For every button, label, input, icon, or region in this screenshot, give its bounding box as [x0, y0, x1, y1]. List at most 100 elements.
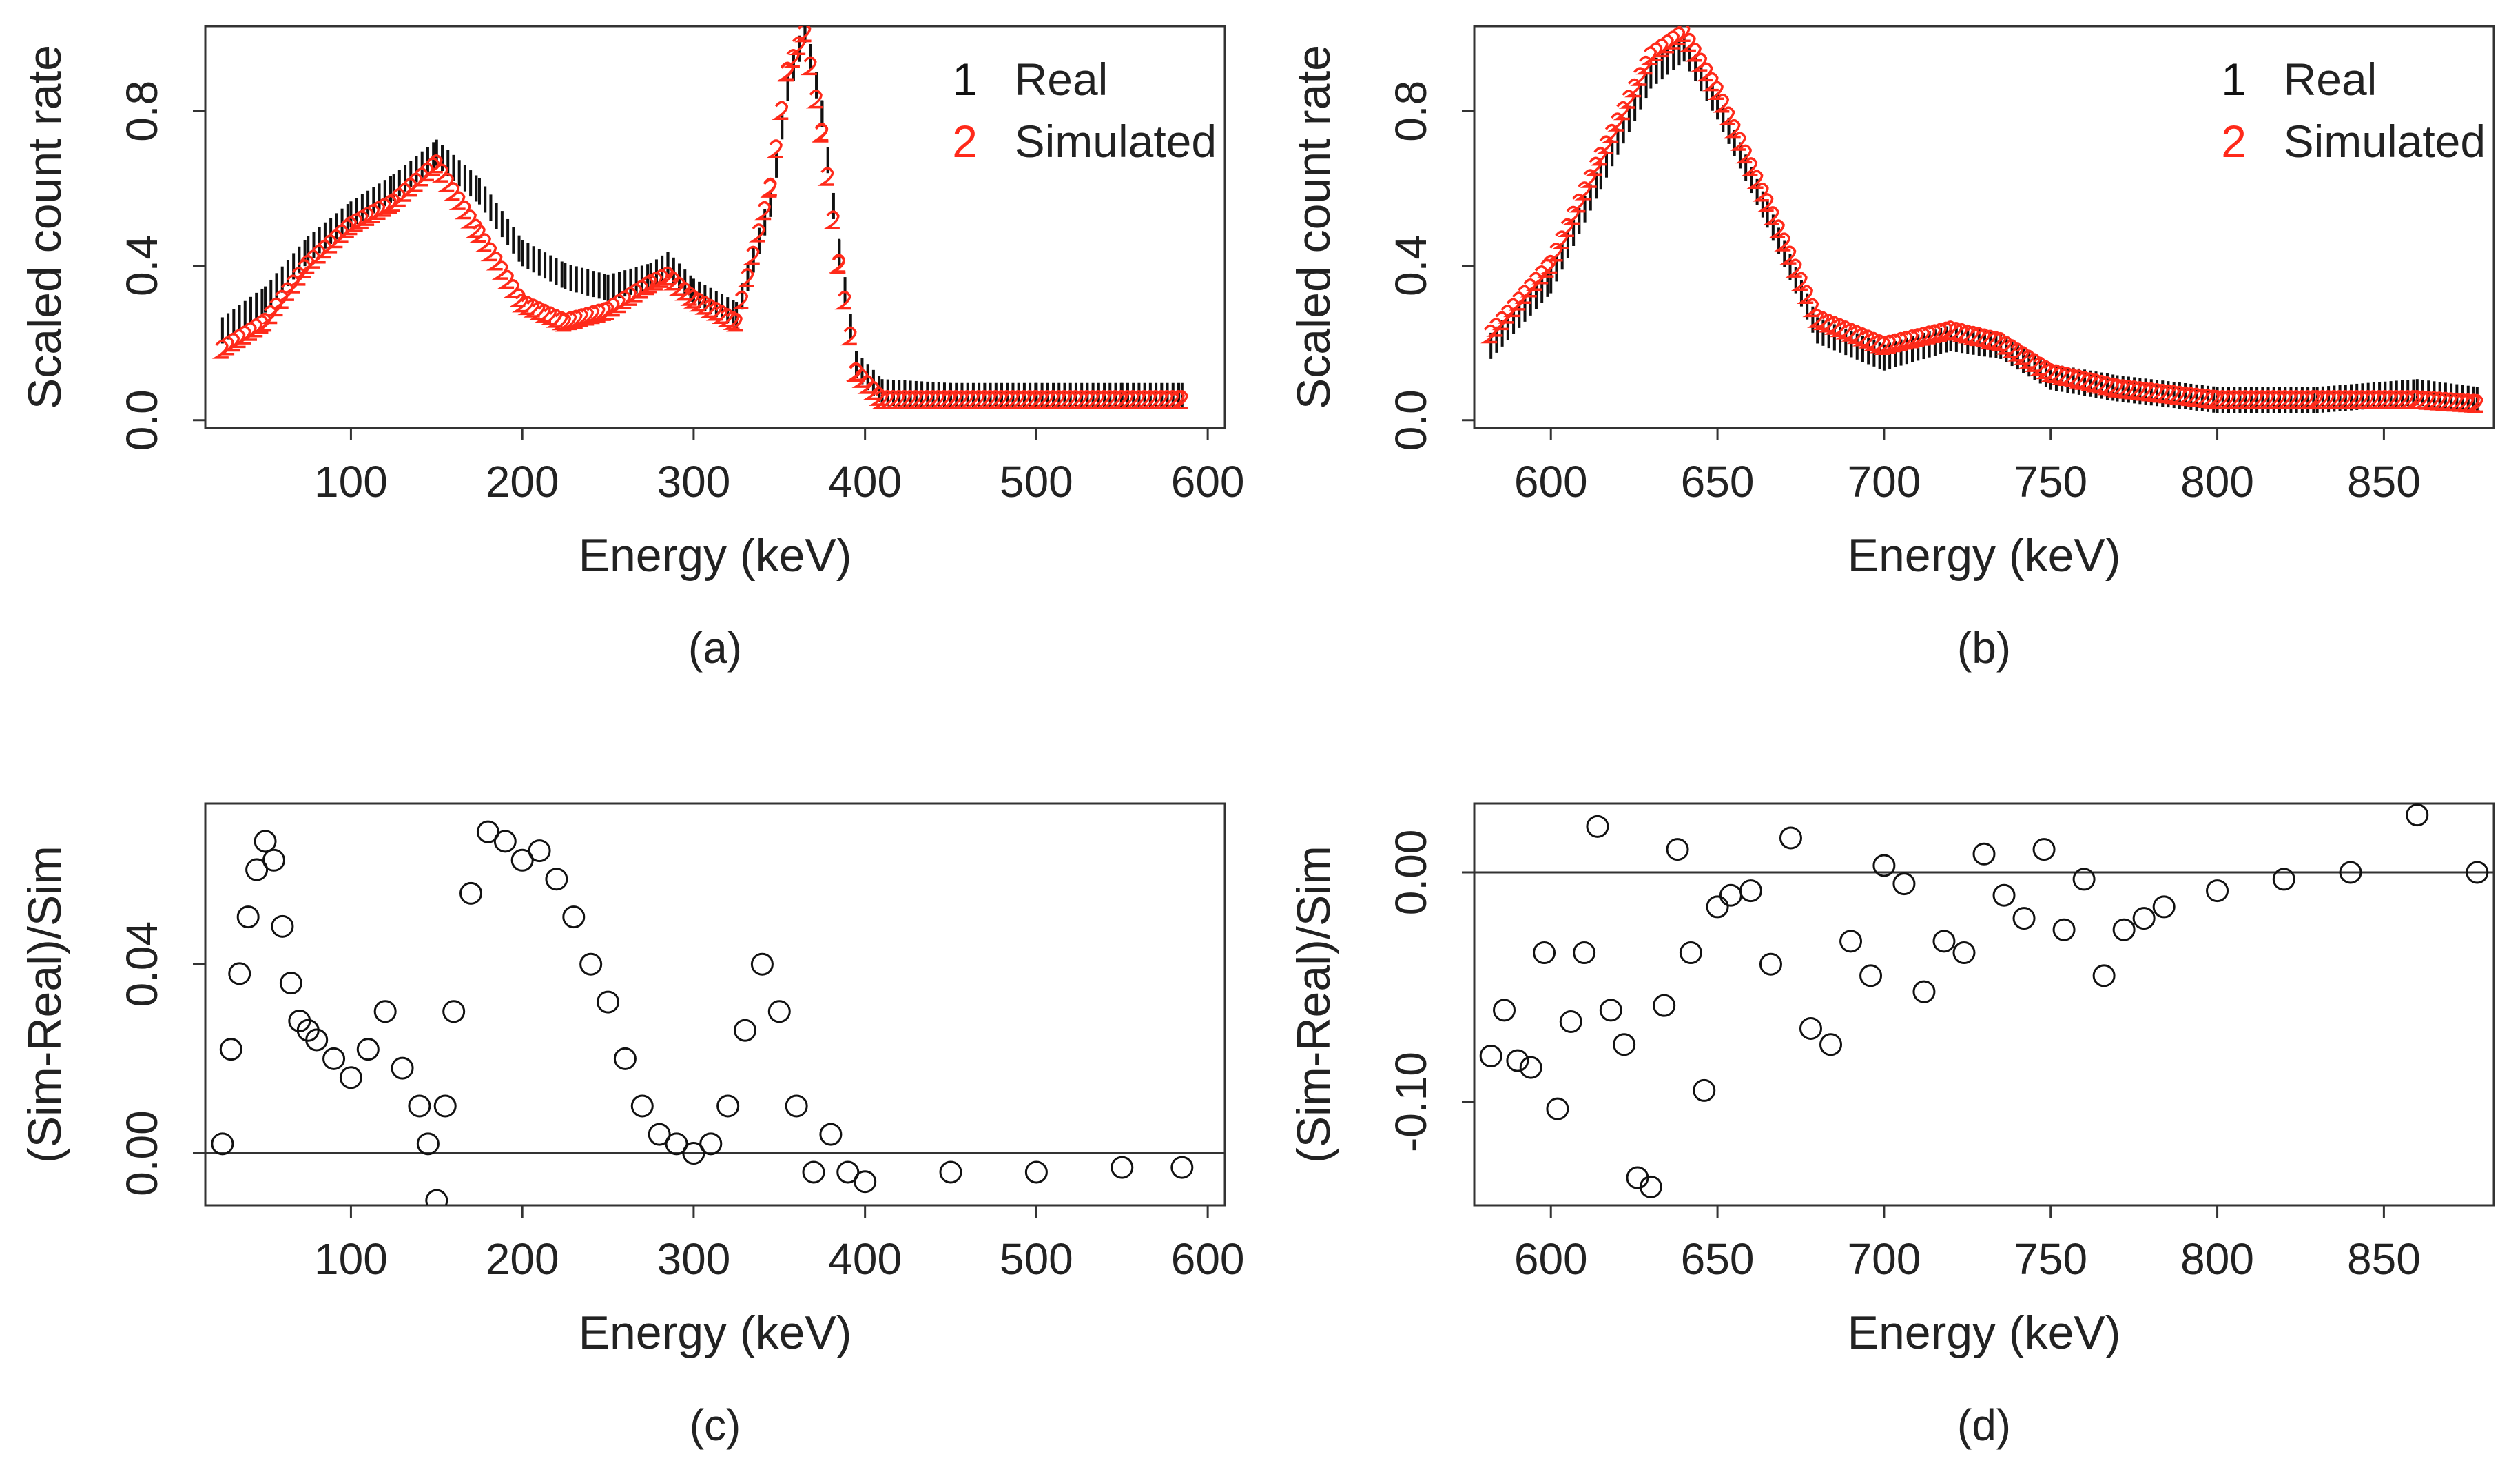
data-point [2466, 393, 2483, 413]
data-point [437, 172, 455, 192]
data-point [383, 193, 400, 212]
data-point [2132, 907, 2156, 930]
data-point [1739, 879, 1762, 903]
data-point [2369, 390, 2386, 409]
data-point [1702, 72, 1719, 92]
data-point [1586, 815, 1609, 838]
data-point [356, 1038, 380, 1061]
y-tick-label: 0.4 [1386, 235, 1436, 296]
y-tick-label: 0.0 [1386, 389, 1436, 451]
y-axis-title: (Sim-Real)/Sim [1288, 846, 1340, 1163]
data-point [734, 1019, 757, 1042]
data-point [1957, 324, 1974, 344]
data-point [1892, 872, 1916, 896]
data-point [2218, 390, 2235, 409]
data-point [211, 1132, 234, 1156]
data-point [394, 183, 412, 202]
data-point [991, 390, 1009, 409]
data-point [1533, 941, 1556, 965]
data-point [1105, 390, 1122, 409]
data-point [1774, 232, 1791, 252]
data-point [1639, 1175, 1662, 1198]
data-point [2068, 369, 2085, 389]
data-point [1653, 994, 1676, 1017]
data-point [1797, 285, 1814, 305]
data-point [2057, 367, 2074, 386]
data-point [743, 245, 760, 265]
data-point [2072, 868, 2096, 891]
data-point [800, 56, 817, 76]
y-tick-label: 0.0 [117, 389, 167, 451]
data-point [665, 1132, 688, 1156]
data-point [1819, 1033, 1843, 1056]
data-point [2212, 390, 2229, 409]
data-point [1829, 318, 1847, 338]
x-tick-label: 300 [657, 1234, 731, 1284]
data-point [630, 1094, 654, 1118]
data-point [545, 868, 568, 891]
legend-label: Simulated [1015, 116, 1217, 167]
data-point [917, 390, 934, 409]
data-point [417, 162, 434, 182]
y-tick-label: 0.8 [117, 81, 167, 142]
x-tick-label: 300 [657, 457, 731, 506]
data-point [1008, 390, 1025, 409]
data-point [2091, 374, 2108, 394]
data-point [765, 139, 783, 158]
y-tick-label: 0.00 [1386, 830, 1436, 916]
x-tick-label: 750 [2014, 1234, 2087, 1284]
data-point [1718, 106, 1735, 125]
data-point [2286, 390, 2303, 409]
data-point [1930, 323, 1948, 342]
data-point [1985, 331, 2003, 350]
data-point [305, 1028, 329, 1052]
data-point [1802, 298, 1819, 318]
data-point [1790, 272, 1808, 291]
data-point [737, 268, 754, 287]
data-point [2335, 390, 2352, 409]
data-point [571, 308, 589, 327]
data-point [480, 242, 497, 262]
data-point [974, 390, 991, 409]
data-point [699, 1132, 723, 1156]
data-point [1759, 952, 1782, 976]
panel-caption: (a) [688, 623, 742, 673]
data-point [2032, 838, 2056, 861]
data-point [534, 303, 552, 323]
data-point [1768, 219, 1786, 238]
plot-frame [1473, 25, 2495, 429]
data-point [1479, 1044, 1502, 1067]
data-point [1673, 26, 1691, 42]
data-point [1932, 930, 1956, 953]
data-point [303, 249, 320, 269]
series-simulated [1480, 26, 2483, 413]
legend-label: Real [2284, 54, 2377, 105]
data-point [431, 163, 449, 183]
data-point [1666, 838, 1689, 861]
data-point [760, 177, 777, 197]
data-point [1573, 941, 1596, 965]
data-point [2092, 964, 2116, 987]
plot-area [211, 26, 1188, 409]
data-point [1835, 320, 1852, 340]
x-tick-label: 500 [1000, 1234, 1073, 1284]
y-tick-label: 0.04 [117, 921, 167, 1007]
data-point [1873, 336, 1890, 356]
data-point [2152, 895, 2176, 919]
data-point [562, 905, 586, 929]
data-point [1065, 390, 1082, 409]
data-point [2247, 390, 2264, 409]
x-tick-label: 800 [2180, 1234, 2254, 1284]
panel-a: 100 200 300 400 500 600 0.0 0.4 0.8 Energy (keV) S… [19, 25, 1245, 673]
data-point [271, 914, 294, 938]
data-point [1908, 328, 1925, 347]
panel-b: 600 650 700 750 800 850 0.0 0.4 0.8 Energy (keV) S… [1288, 25, 2495, 673]
data-point [493, 830, 517, 853]
data-point [1506, 1049, 1529, 1072]
data-point [1879, 334, 1897, 354]
data-point [1762, 206, 1779, 225]
data-point [1082, 390, 1099, 409]
data-point [823, 210, 840, 229]
y-tick-label: -0.10 [1386, 1052, 1436, 1152]
data-point [448, 191, 466, 210]
